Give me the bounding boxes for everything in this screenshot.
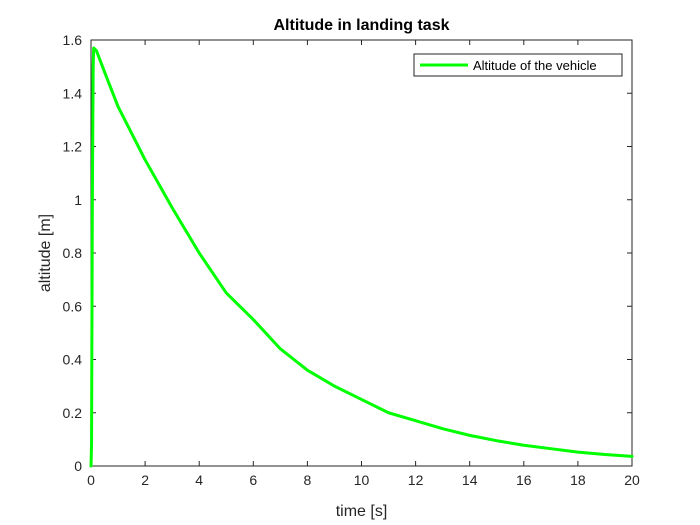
y-axis-label: altitude [m] bbox=[37, 214, 54, 292]
y-axis-ticks: 0 0.2 0.4 0.6 0.8 1 1.2 1.4 1.6 bbox=[63, 32, 632, 474]
y-tick-label: 0.4 bbox=[63, 352, 83, 368]
x-tick-label: 20 bbox=[624, 472, 640, 488]
plot-area: 0 2 4 6 8 10 12 14 16 18 20 0 0.2 0.4 0.6 0.8 1 1.2 1.4 1.… bbox=[63, 32, 640, 488]
y-tick-label: 0.6 bbox=[63, 298, 83, 314]
y-tick-label: 0.8 bbox=[63, 245, 83, 261]
x-tick-label: 14 bbox=[462, 472, 478, 488]
series-line-altitude bbox=[89, 46, 634, 468]
legend-entry-label: Altitude of the vehicle bbox=[473, 58, 597, 73]
y-tick-label: 1.4 bbox=[63, 85, 83, 101]
legend-box bbox=[413, 53, 623, 77]
x-tick-label: 6 bbox=[249, 472, 257, 488]
x-axis-ticks: 0 2 4 6 8 10 12 14 16 18 20 bbox=[87, 40, 640, 488]
x-tick-label: 0 bbox=[87, 472, 95, 488]
x-tick-label: 10 bbox=[354, 472, 370, 488]
y-tick-label: 0 bbox=[74, 458, 82, 474]
y-tick-label: 1.6 bbox=[63, 32, 83, 48]
legend: Altitude of the vehicle bbox=[413, 53, 623, 77]
y-tick-label: 0.2 bbox=[63, 405, 83, 421]
axes-box bbox=[90, 39, 633, 467]
chart-title: Altitude in landing task bbox=[273, 17, 449, 34]
x-tick-label: 8 bbox=[304, 472, 312, 488]
series-layer bbox=[89, 46, 634, 468]
x-axis-label: time [s] bbox=[336, 503, 388, 520]
x-tick-label: 18 bbox=[570, 472, 586, 488]
x-tick-label: 4 bbox=[195, 472, 203, 488]
y-tick-label: 1.2 bbox=[63, 139, 83, 155]
x-tick-label: 2 bbox=[141, 472, 149, 488]
x-tick-label: 16 bbox=[516, 472, 532, 488]
y-tick-label: 1 bbox=[74, 192, 82, 208]
x-tick-label: 12 bbox=[408, 472, 424, 488]
